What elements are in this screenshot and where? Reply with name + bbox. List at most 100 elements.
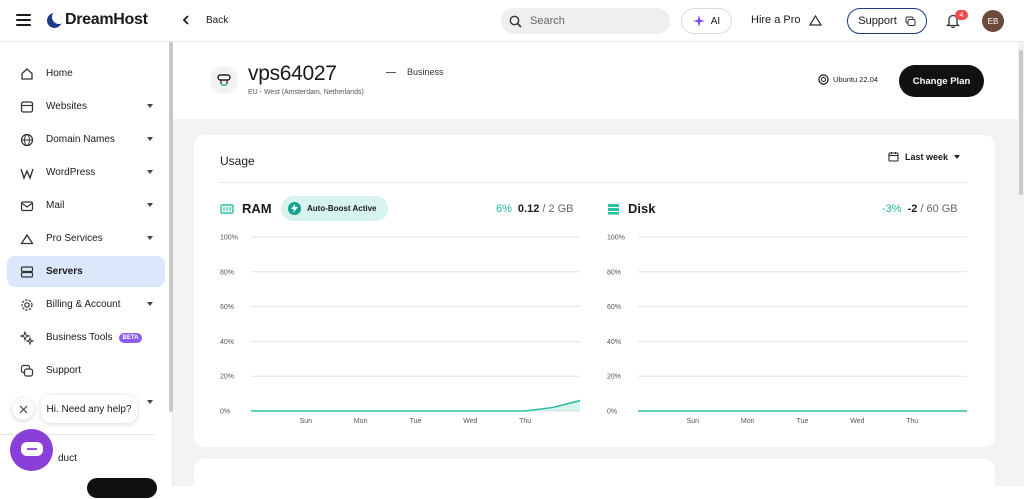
sidebar-item-mail[interactable]: Mail <box>7 190 165 221</box>
sidebar-item-home[interactable]: Home <box>7 58 165 89</box>
ram-chart-line <box>251 399 581 412</box>
disk-label: Disk <box>628 201 656 216</box>
ram-chart-x-tick-label: Thu <box>519 418 531 425</box>
change-plan-button[interactable]: Change Plan <box>899 65 984 97</box>
search-placeholder: Search <box>530 15 565 27</box>
ram-chart-y-tick-label: 40% <box>220 339 234 346</box>
ram-label: RAM <box>242 201 272 216</box>
ram-chart-y-tick-label: 0% <box>220 409 230 416</box>
sidebar-scrollbar[interactable] <box>169 42 173 412</box>
auto-boost-badge: Auto-Boost Active <box>281 196 388 221</box>
bolt-icon <box>288 202 301 215</box>
mail-icon <box>19 198 34 213</box>
brand-logo[interactable]: DreamHost <box>47 11 148 29</box>
browser-icon <box>19 99 34 114</box>
ram-unit: / 2 GB <box>542 203 574 215</box>
sidebar-item-label: Mail <box>46 200 65 211</box>
disk-chart-x-tick-label: Tue <box>797 418 809 425</box>
sidebar-item-label: Support <box>46 365 82 376</box>
sidebar-item-business-tools[interactable]: Business Tools BETA <box>7 322 165 353</box>
ai-button[interactable]: AI <box>681 8 732 34</box>
ram-title: RAM <box>220 201 272 216</box>
sidebar-item-label: WordPress <box>46 167 96 178</box>
top-bar: DreamHost Back Search AI Hire a Pro Supp… <box>0 0 1024 42</box>
home-icon <box>19 66 34 81</box>
disk-chart-y-tick-label: 100% <box>607 235 625 242</box>
ram-chart-x-tick-label: Mon <box>354 418 368 425</box>
ram-chart-y-tick-label: 80% <box>220 269 234 276</box>
dreamhost-logo-icon <box>47 12 62 28</box>
main-scrollbar[interactable] <box>1018 42 1024 486</box>
menu-icon[interactable] <box>16 14 31 26</box>
sparkle-icon <box>692 15 705 27</box>
os-label: Ubuntu 22.04 <box>818 74 878 85</box>
caret-down-icon <box>147 170 153 174</box>
sidebar-item-pro-services[interactable]: Pro Services <box>7 223 165 254</box>
chevron-left-icon <box>178 12 194 28</box>
usage-title: Usage <box>220 154 255 168</box>
globe-icon <box>19 132 34 147</box>
back-button[interactable]: Back <box>178 12 228 28</box>
sidebar-item-label: Domain Names <box>46 134 115 145</box>
server-plan: Business <box>407 67 444 77</box>
usage-card <box>194 135 995 447</box>
caret-down-icon <box>147 104 153 108</box>
disk-chart-x-tick-label: Mon <box>741 418 755 425</box>
time-range-dropdown[interactable]: Last week <box>888 151 961 162</box>
caret-down-icon <box>147 137 153 141</box>
memory-icon <box>220 203 234 214</box>
caret-down-icon <box>147 302 153 306</box>
next-card <box>194 459 995 499</box>
ram-chart-y-tick-label: 20% <box>220 374 234 381</box>
product-label: duct <box>58 453 77 464</box>
auto-boost-label: Auto-Boost Active <box>307 204 377 213</box>
sparkle-icon <box>19 330 34 345</box>
gear-icon <box>19 297 34 312</box>
avatar[interactable]: EB <box>982 10 1004 32</box>
storage-icon <box>608 203 619 214</box>
sidebar-item-wordpress[interactable]: WordPress <box>7 157 165 188</box>
disk-chart-y-tick-label: 0% <box>607 409 617 416</box>
hire-a-pro-link[interactable]: Hire a Pro <box>751 14 822 26</box>
disk-stat: -3% -2 / 60 GB <box>882 203 958 215</box>
usage-divider <box>220 182 968 183</box>
sidebar-item-label: Pro Services <box>46 233 103 244</box>
server-avatar-icon <box>210 66 238 94</box>
wordpress-icon <box>19 165 34 180</box>
disk-title: Disk <box>607 201 655 216</box>
ram-chart: 100% 80% 60% 40% 20% 0% Sun Mon Tue Wed Thu <box>220 235 581 425</box>
sidebar-item-websites[interactable]: Websites <box>7 91 165 122</box>
caret-down-icon <box>147 236 153 240</box>
disk-chart-y-tick-label: 60% <box>607 304 621 311</box>
notification-badge: 4 <box>955 10 968 20</box>
disk-chart: 100% 80% 60% 40% 20% 0% Sun Mon Tue Wed Thu <box>607 235 967 425</box>
sidebar-item-label: Servers <box>46 266 83 277</box>
chat-bubble-icon <box>20 442 43 456</box>
search-input[interactable]: Search <box>501 8 670 34</box>
disk-chart-x-tick-label: Sun <box>687 418 700 425</box>
sidebar-item-servers[interactable]: Servers <box>7 256 165 287</box>
sidebar-item-support[interactable]: Support <box>7 355 165 386</box>
hire-label: Hire a Pro <box>751 14 801 26</box>
server-header <box>173 42 1018 119</box>
disk-chart-x-tick-label: Wed <box>850 418 864 425</box>
sidebar-item-label: Business Tools <box>46 332 113 343</box>
disk-unit: / 60 GB <box>920 203 958 215</box>
sidebar-item-domain-names[interactable]: Domain Names <box>7 124 165 155</box>
os-name: Ubuntu 22.04 <box>833 75 879 84</box>
disk-value: -2 <box>907 203 918 215</box>
chat-greeting[interactable]: Hi. Need any help? <box>41 395 137 423</box>
support-label: Support <box>858 15 897 27</box>
mountain-icon <box>808 14 822 26</box>
disk-chart-y-tick-label: 80% <box>607 269 621 276</box>
sidebar-divider <box>0 434 155 435</box>
chat-launcher-button[interactable] <box>10 429 53 471</box>
disk-change-pct: -3% <box>882 203 902 215</box>
support-button[interactable]: Support <box>847 8 927 34</box>
disk-chart-y-tick-label: 40% <box>607 339 621 346</box>
sidebar-button[interactable] <box>87 478 157 498</box>
sidebar-item-billing-account[interactable]: Billing & Account <box>7 289 165 320</box>
ram-chart-y-tick-label: 60% <box>220 304 234 311</box>
beta-badge: BETA <box>118 332 143 343</box>
close-chat-button[interactable] <box>12 398 34 420</box>
